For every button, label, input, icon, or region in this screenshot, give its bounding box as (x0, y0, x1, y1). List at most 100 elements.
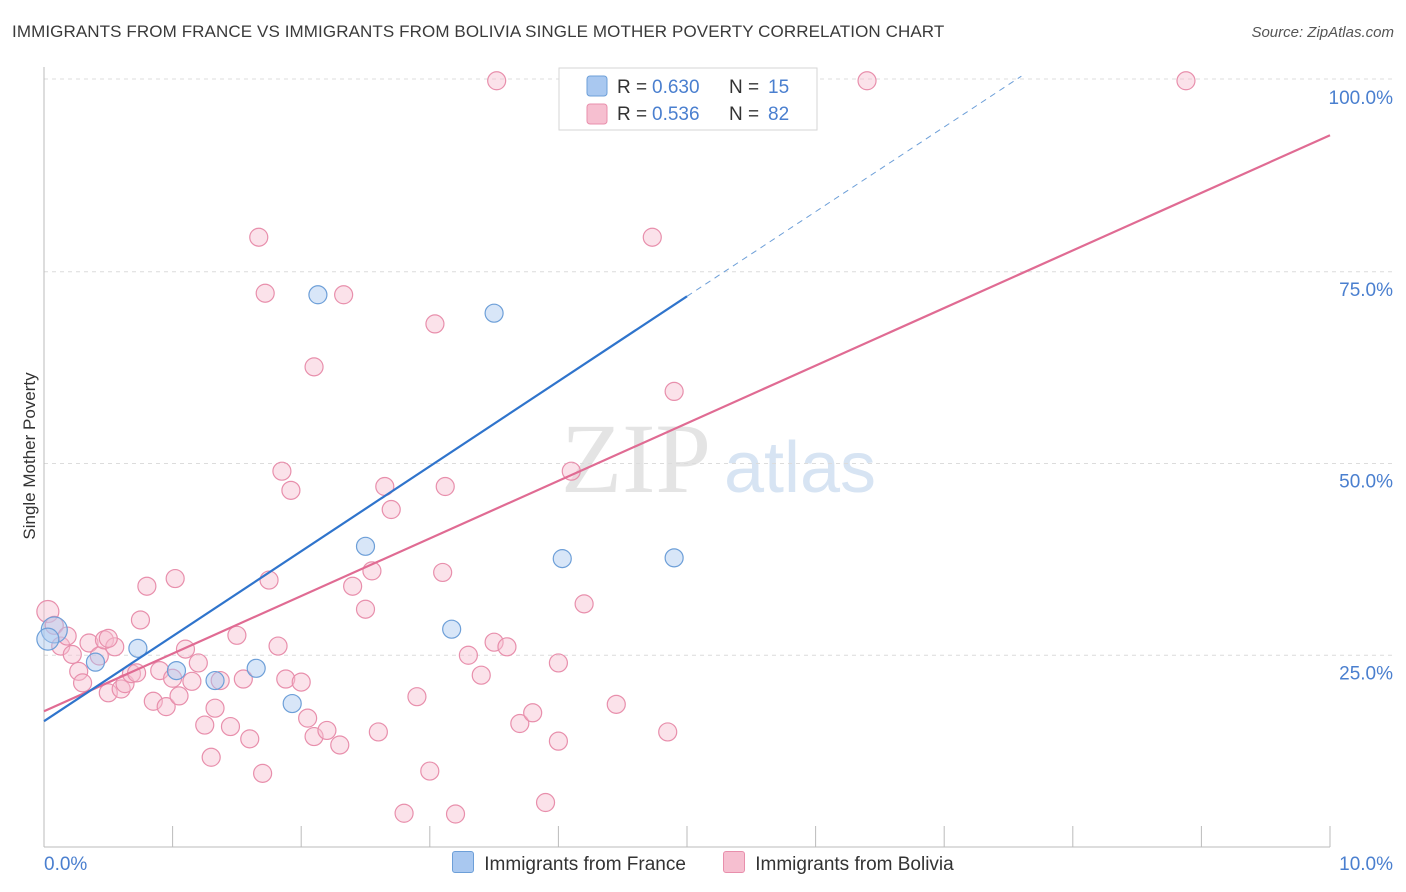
bolivia-point (201, 747, 221, 767)
france-point (85, 652, 106, 672)
france-point (36, 627, 60, 651)
bolivia-point (240, 729, 260, 749)
france-point (246, 658, 266, 678)
france-point (308, 285, 328, 305)
watermark: ZIP atlas (561, 403, 876, 514)
bolivia-point (304, 357, 324, 377)
y-tick-label: 25.0% (1339, 663, 1393, 684)
legend-n-value: 15 (768, 77, 789, 98)
bolivia-trend-line (43, 134, 1331, 713)
y-tick-label: 100.0% (1329, 88, 1394, 109)
bolivia-point (425, 314, 445, 334)
watermark-zip: ZIP (561, 403, 711, 514)
bolivia-point (175, 639, 196, 659)
bolivia-point (182, 671, 202, 691)
legend-n-label: N = (729, 104, 759, 125)
bolivia-point (98, 628, 118, 648)
bolivia-point (458, 645, 478, 665)
bolivia-point (523, 703, 543, 723)
bolivia-point (276, 669, 296, 689)
france-trend-line (43, 295, 688, 723)
bolivia-point (169, 686, 189, 706)
bolivia-point (484, 632, 504, 652)
france-point (552, 549, 572, 569)
bolivia-point (249, 227, 269, 247)
bolivia-point (227, 625, 247, 645)
chart-title: IMMIGRANTS FROM FRANCE VS IMMIGRANTS FRO… (12, 22, 945, 41)
france-point (355, 536, 376, 556)
bolivia-points (36, 71, 1196, 824)
tick-labels: 25.0% 50.0% 75.0% 100.0% 0.0% 10.0% (44, 88, 1393, 875)
legend-swatch-bolivia (723, 851, 746, 873)
bolivia-point (188, 653, 208, 673)
bolivia-point (72, 673, 93, 693)
bolivia-point (355, 599, 376, 619)
bolivia-point (334, 285, 354, 305)
bolivia-point (195, 715, 215, 735)
bolivia-point (574, 594, 594, 614)
bolivia-point (268, 636, 288, 656)
bolivia-point (210, 670, 230, 691)
x-tick-label: 10.0% (1339, 854, 1393, 875)
france-point (282, 693, 302, 714)
bolivia-point (79, 633, 99, 653)
bolivia-point (205, 698, 225, 718)
bolivia-point (664, 381, 684, 402)
axes (43, 67, 1331, 848)
bolivia-point (1176, 71, 1196, 91)
bolivia-point (548, 731, 569, 751)
legend-r-value: 0.536 (652, 104, 700, 125)
france-point (128, 638, 148, 658)
bolivia-point (658, 722, 678, 742)
bolivia-point (394, 803, 414, 823)
france-point (442, 619, 462, 639)
bolivia-point (255, 283, 275, 303)
bolivia-point (857, 71, 877, 91)
y-axis-label: Single Mother Poverty (20, 372, 39, 540)
france-point (664, 548, 684, 568)
trend-lines (43, 75, 1331, 723)
legend-r-label: R = (617, 104, 647, 125)
france-point (166, 660, 187, 681)
bolivia-point (281, 480, 301, 500)
bolivia-point (317, 720, 337, 741)
legend-swatch-france (452, 851, 475, 873)
bolivia-point (44, 615, 64, 635)
bolivia-point (220, 716, 241, 737)
bolivia-point (253, 763, 273, 783)
bolivia-point (368, 722, 388, 742)
bolivia-point (343, 576, 363, 596)
legend-swatch-bolivia (586, 103, 608, 125)
bolivia-point (272, 461, 292, 481)
bolivia-point (535, 792, 556, 813)
bolivia-point (435, 476, 455, 497)
x-tick-label: 0.0% (44, 854, 87, 875)
bolivia-point (642, 227, 662, 247)
gridlines (44, 78, 1392, 656)
bolivia-point (407, 687, 427, 707)
y-tick-label: 50.0% (1339, 472, 1393, 493)
bolivia-point (233, 669, 253, 689)
bolivia-point (291, 672, 311, 692)
france-trend-extension (686, 75, 1022, 297)
y-tick-label: 75.0% (1339, 280, 1393, 301)
france-point (484, 303, 504, 323)
bolivia-point (62, 644, 82, 665)
bolivia-point (298, 708, 318, 728)
bolivia-point (156, 697, 176, 717)
legend-swatch-france (586, 75, 608, 97)
legend-item-bolivia: Immigrants from Bolivia (723, 851, 954, 876)
source-credit: Source: ZipAtlas.com (1251, 24, 1394, 41)
bolivia-point (330, 735, 350, 755)
bolivia-point (111, 679, 131, 699)
bolivia-point (69, 661, 89, 681)
bolivia-point (433, 562, 453, 583)
bolivia-point (98, 683, 118, 703)
legend-item-france: Immigrants from France (452, 851, 686, 876)
bolivia-point (420, 761, 440, 781)
bolivia-point (130, 610, 151, 630)
legend-r-label: R = (617, 77, 647, 98)
bolivia-point (471, 665, 491, 685)
bolivia-point (445, 804, 466, 824)
bolivia-point (381, 499, 401, 520)
